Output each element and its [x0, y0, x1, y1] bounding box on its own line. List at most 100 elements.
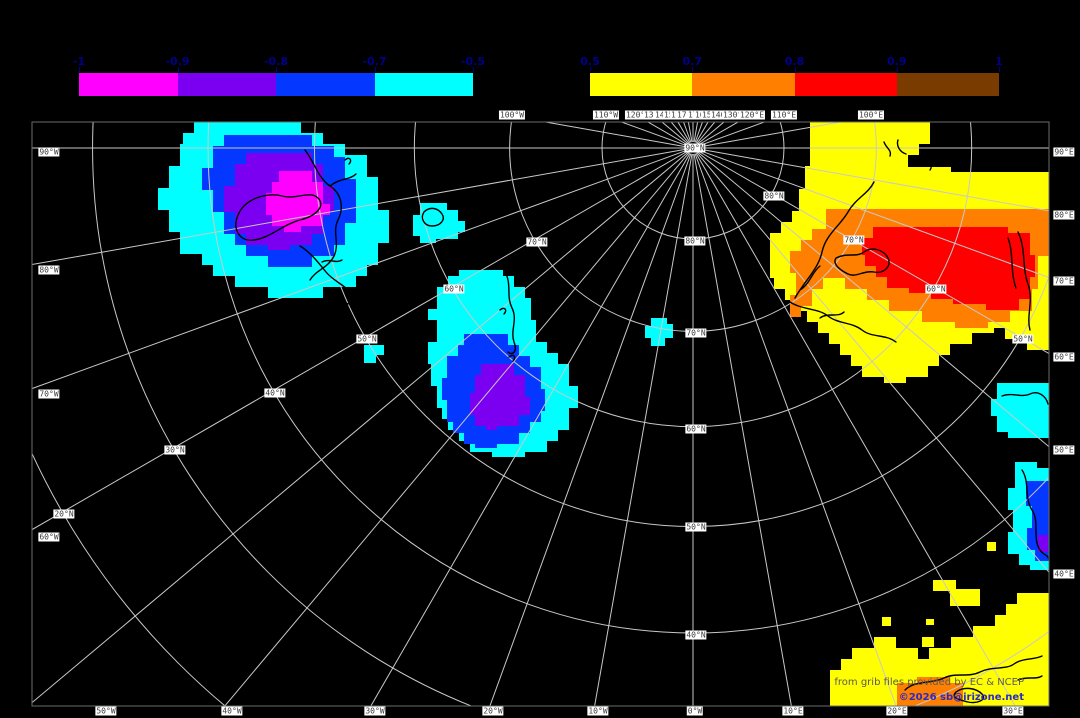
coastlines-layer [235, 139, 1049, 704]
negative-colorbar-tick-label: -1 [72, 55, 86, 68]
top-longitude-label: 100°E [857, 110, 885, 120]
left-longitude-label: 60°W [38, 532, 60, 542]
pos-blob-se-dot5 [926, 619, 934, 625]
coastline-path-11 [1001, 392, 1049, 405]
positive-colorbar-segment-0 [590, 73, 693, 96]
positive-colorbar-tick [590, 67, 591, 72]
credits: from grib files provided by EC & NCEP ©2… [834, 677, 1024, 704]
meridian-line-60 [697, 150, 1049, 355]
meridian-line-70 [698, 149, 1049, 279]
negative-colorbar-tick [374, 67, 376, 72]
positive-colorbar-tick [692, 67, 694, 72]
coastline-path-5 [499, 271, 517, 362]
latitude-label: 80°N [684, 236, 706, 246]
coastline-path-6 [794, 181, 875, 299]
coastline-path-2 [329, 157, 357, 187]
latitude-label: 30°N [164, 445, 186, 455]
meridian-line--10 [594, 153, 693, 706]
meridian-line--30 [370, 152, 691, 706]
neg-blob-nw-magenta [266, 171, 330, 232]
pos-blob-se-dot1 [933, 580, 956, 591]
right-longitude-label: 80°E [1053, 210, 1075, 220]
latitude-label: 40°N [685, 630, 707, 640]
meridian-line-150 [695, 122, 709, 144]
map-frame [31, 121, 1050, 707]
latitude-label: 40°N [264, 388, 286, 398]
meridian-line-10 [693, 153, 792, 706]
coastline-path-10 [789, 301, 897, 343]
positive-colorbar-tick-label: 1 [995, 55, 1003, 68]
top-longitude-label: 110°W [592, 110, 620, 120]
pos-dot-east-yellow [987, 542, 996, 551]
latitude-label: 60°N [685, 424, 707, 434]
meridian-line--50 [32, 151, 689, 704]
meridian-line--160 [683, 122, 692, 143]
meridian-line--80 [32, 148, 688, 266]
latitude-label: 80°N [763, 191, 785, 201]
positive-colorbar-tick-label: 0.9 [887, 55, 907, 68]
coastline-path-8 [883, 139, 949, 171]
negative-colorbar-tick [177, 67, 179, 72]
negative-colorbar [79, 73, 473, 96]
bottom-longitude-label: 0°W [686, 706, 704, 716]
negative-colorbar-tick [473, 67, 474, 72]
neg-blob-dot-cyan [645, 318, 673, 346]
right-longitude-label: 70°E [1053, 276, 1075, 286]
meridian-line-40 [696, 152, 1049, 574]
positive-colorbar-tick-label: 0.7 [682, 55, 703, 68]
pos-blob-se-dot3 [882, 617, 891, 626]
positive-colorbar-tick-label: 0.5 [580, 55, 600, 68]
meridian-line-80 [698, 148, 1049, 212]
pos-blob-se-dot2 [950, 589, 980, 606]
positive-colorbar-segment-2 [794, 73, 897, 96]
bottom-longitude-label: 50°W [95, 706, 117, 716]
bottom-longitude-label: 30°E [1002, 706, 1024, 716]
bottom-longitude-label: 10°E [782, 706, 804, 716]
meridian-line-50 [697, 151, 1049, 448]
negative-colorbar-tick-label: -0.7 [362, 55, 387, 68]
coastline-path-4 [421, 207, 444, 227]
latitude-label: 60°N [443, 284, 465, 294]
top-longitude-label: 130°E [721, 110, 749, 120]
right-longitude-label: 90°E [1053, 147, 1075, 157]
coastline-path-12 [1021, 469, 1049, 561]
negative-colorbar-tick-label: -0.9 [165, 55, 190, 68]
credit-source-text: from grib files provided by EC & NCEP [834, 677, 1024, 688]
latitude-label: 50°N [1012, 334, 1034, 344]
top-longitude-label: 120°W [624, 110, 652, 120]
latitude-label: 50°N [685, 522, 707, 532]
neg-blob-nw-wisp [364, 345, 384, 363]
positive-colorbar-tick-label: 0.8 [784, 55, 805, 68]
meridian-line-30 [695, 152, 1016, 706]
top-longitude-label: 100°W [498, 110, 526, 120]
meridian-line--150 [677, 122, 691, 144]
negative-colorbar-segment-3 [374, 73, 473, 96]
right-longitude-label: 40°E [1053, 569, 1075, 579]
pos-blob-se-yellow [830, 593, 1049, 706]
left-longitude-label: 70°W [38, 389, 60, 399]
coastline-path-1 [304, 149, 342, 281]
latitude-label: 20°N [53, 509, 75, 519]
bottom-longitude-label: 20°E [886, 706, 908, 716]
bottom-longitude-label: 30°W [364, 706, 386, 716]
meridian-line--40 [224, 152, 690, 706]
pos-blob-se-dot4 [922, 637, 934, 647]
latitude-label: 90°N [684, 143, 706, 153]
negative-colorbar-segment-1 [177, 73, 276, 96]
meridian-line--170 [687, 122, 693, 143]
meridian-line--70 [32, 149, 688, 390]
positive-colorbar-segment-3 [896, 73, 999, 96]
latitude-label: 70°N [685, 328, 707, 338]
bottom-longitude-label: 20°W [482, 706, 504, 716]
latitude-label: 70°N [526, 237, 548, 247]
left-longitude-label: 80°W [38, 265, 60, 275]
meridian-line-160 [694, 122, 703, 143]
meridian-line-20 [694, 153, 897, 706]
negative-colorbar-tick [276, 67, 277, 72]
positive-colorbar-tick [794, 67, 796, 72]
latitude-label: 50°N [356, 334, 378, 344]
positive-colorbar-segment-1 [692, 73, 795, 96]
negative-colorbar-segment-0 [79, 73, 178, 96]
